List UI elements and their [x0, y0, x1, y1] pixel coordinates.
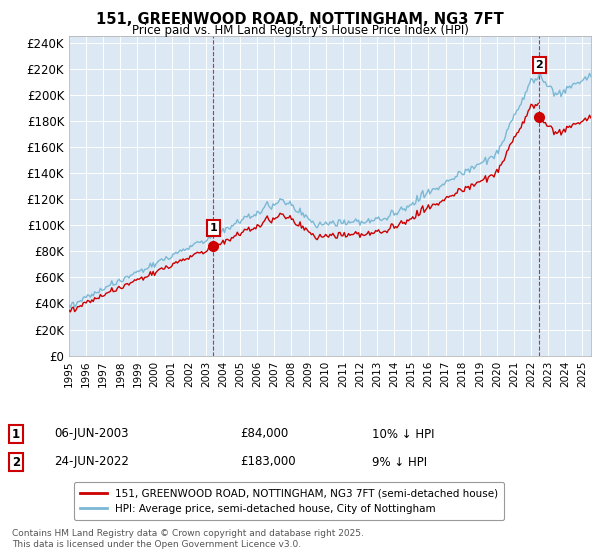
Text: 9% ↓ HPI: 9% ↓ HPI — [372, 455, 427, 469]
Text: 24-JUN-2022: 24-JUN-2022 — [54, 455, 129, 469]
Text: £183,000: £183,000 — [240, 455, 296, 469]
Text: Contains HM Land Registry data © Crown copyright and database right 2025.
This d: Contains HM Land Registry data © Crown c… — [12, 529, 364, 549]
Text: 1: 1 — [12, 427, 20, 441]
Text: Price paid vs. HM Land Registry's House Price Index (HPI): Price paid vs. HM Land Registry's House … — [131, 24, 469, 36]
Text: 06-JUN-2003: 06-JUN-2003 — [54, 427, 128, 441]
Text: 10% ↓ HPI: 10% ↓ HPI — [372, 427, 434, 441]
Text: 1: 1 — [209, 223, 217, 233]
Text: 151, GREENWOOD ROAD, NOTTINGHAM, NG3 7FT: 151, GREENWOOD ROAD, NOTTINGHAM, NG3 7FT — [96, 12, 504, 27]
Legend: 151, GREENWOOD ROAD, NOTTINGHAM, NG3 7FT (semi-detached house), HPI: Average pri: 151, GREENWOOD ROAD, NOTTINGHAM, NG3 7FT… — [74, 482, 504, 520]
Text: 2: 2 — [535, 60, 543, 70]
Text: 2: 2 — [12, 455, 20, 469]
Text: £84,000: £84,000 — [240, 427, 288, 441]
